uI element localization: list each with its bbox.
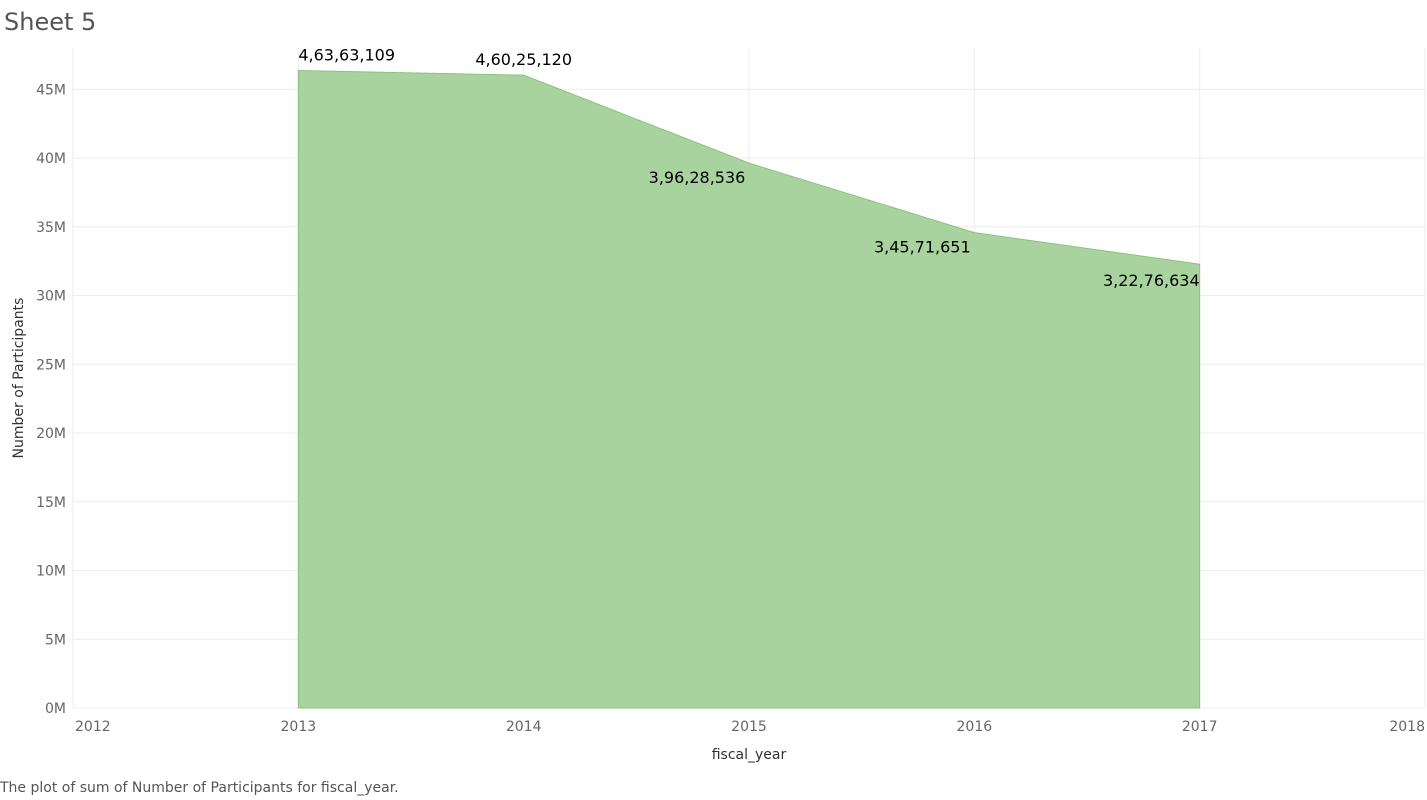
x-axis-ticks: 2012 2013 2014 2015 2016 2017 2018 xyxy=(75,719,1425,735)
y-tick-label-3: 15M xyxy=(36,495,66,511)
y-tick-label-0: 0M xyxy=(45,701,66,717)
y-tick-label-8: 40M xyxy=(36,151,66,167)
x-tick-label-4: 2016 xyxy=(957,719,993,735)
x-tick-label-2: 2014 xyxy=(506,719,542,735)
y-tick-label-6: 30M xyxy=(36,289,66,305)
chart-caption: The plot of sum of Number of Participant… xyxy=(0,780,399,796)
x-tick-label-0: 2012 xyxy=(75,719,111,735)
y-tick-label-5: 25M xyxy=(36,357,66,373)
x-tick-label-3: 2015 xyxy=(731,719,767,735)
sheet-title: Sheet 5 xyxy=(4,8,97,36)
x-tick-label-5: 2017 xyxy=(1182,719,1218,735)
area-layer xyxy=(297,69,1201,709)
data-label-0: 4,63,63,109 xyxy=(298,46,395,65)
y-tick-label-2: 10M xyxy=(36,564,66,580)
area-series xyxy=(297,69,1201,709)
y-axis-label: Number of Participants xyxy=(11,298,27,459)
y-tick-label-7: 35M xyxy=(36,220,66,236)
x-axis-label: fiscal_year xyxy=(712,747,787,763)
data-labels: 4,63,63,109 4,60,25,120 3,96,28,536 3,45,71… xyxy=(298,46,1199,291)
data-label-2: 3,96,28,536 xyxy=(649,168,746,187)
x-tick-label-6: 2018 xyxy=(1389,719,1425,735)
x-tick-label-1: 2013 xyxy=(281,719,317,735)
data-label-4: 3,22,76,634 xyxy=(1103,271,1200,290)
y-axis-ticks: 0M 5M 10M 15M 20M 25M 30M 35M 40M 45M xyxy=(36,82,66,717)
y-tick-label-4: 20M xyxy=(36,426,66,442)
y-tick-label-9: 45M xyxy=(36,82,66,98)
y-tick-label-1: 5M xyxy=(45,632,66,648)
data-label-3: 3,45,71,651 xyxy=(874,238,971,257)
data-label-1: 4,60,25,120 xyxy=(475,50,572,69)
